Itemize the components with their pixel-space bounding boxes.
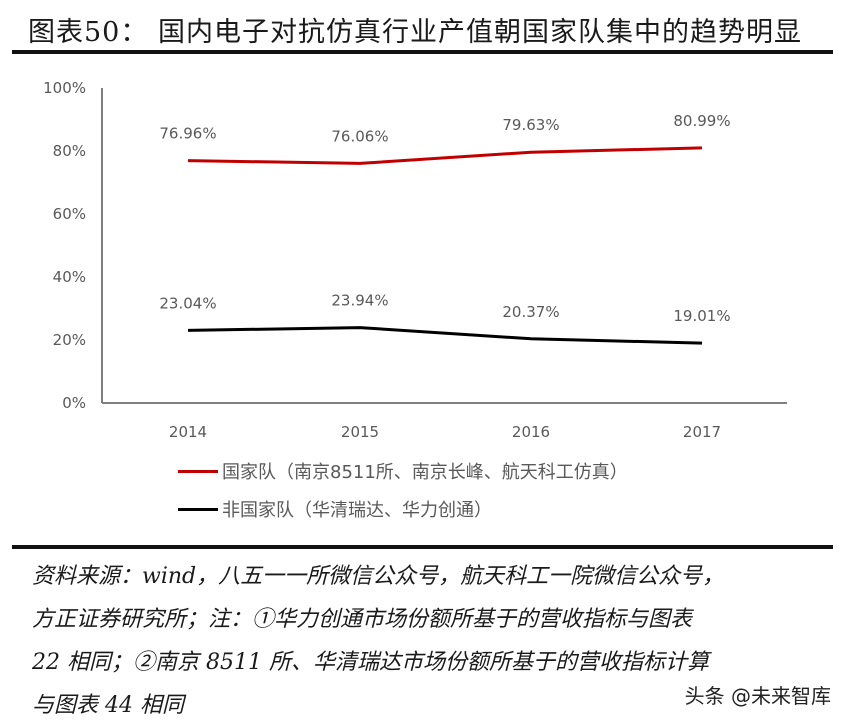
title-divider	[12, 50, 833, 54]
y-tick-label: 60%	[53, 205, 86, 223]
y-tick-label: 40%	[53, 268, 86, 286]
legend-item-national-team: 国家队（南京8511所、南京长峰、航天科工仿真）	[178, 452, 628, 490]
data-label: 80.99%	[673, 112, 730, 130]
data-label: 20.37%	[502, 303, 559, 321]
y-tick-label: 20%	[53, 331, 86, 349]
legend-item-non-national-team: 非国家队（华清瑞达、华力创通）	[178, 490, 628, 528]
watermark: 头条 @未来智库	[684, 684, 831, 708]
data-labels: 76.96% 76.06% 79.63% 80.99% 23.04% 23.94% 20.3…	[159, 112, 730, 325]
y-tick-labels: 0% 20% 40% 60% 80% 100%	[43, 79, 86, 412]
line-chart: 0% 20% 40% 60% 80% 100% 2014 2015 2016 2017 76.9…	[43, 79, 787, 441]
series-lines	[187, 146, 703, 345]
data-label: 23.94%	[331, 292, 388, 310]
x-tick-label: 2017	[683, 423, 721, 441]
figure-title: 图表50： 国内电子对抗仿真行业产值朝国家队集中的趋势明显	[28, 17, 802, 48]
y-tick-label: 100%	[43, 79, 86, 97]
data-label: 79.63%	[502, 116, 559, 134]
source-line: 资料来源：wind，八五一一所微信公众号，航天科工一院微信公众号，	[32, 564, 725, 589]
legend-swatch-red	[178, 469, 218, 473]
legend-label: 非国家队（华清瑞达、华力创通）	[222, 500, 492, 521]
source-line: 方正证券研究所；注：①华力创通市场份额所基于的营收指标与图表	[32, 607, 693, 632]
legend-label: 国家队（南京8511所、南京长峰、航天科工仿真）	[222, 462, 628, 483]
series-line-non-national-team	[187, 326, 703, 345]
data-label: 19.01%	[673, 307, 730, 325]
data-label: 23.04%	[159, 294, 216, 312]
y-tick-label: 0%	[62, 394, 86, 412]
x-tick-labels: 2014 2015 2016 2017	[169, 423, 721, 441]
source-divider	[12, 545, 833, 549]
source-note: 资料来源：wind，八五一一所微信公众号，航天科工一院微信公众号， 方正证券研究…	[32, 555, 822, 727]
x-tick-label: 2014	[169, 423, 207, 441]
series-line-national-team	[187, 146, 703, 165]
legend: 国家队（南京8511所、南京长峰、航天科工仿真） 非国家队（华清瑞达、华力创通）	[178, 452, 628, 528]
source-line: 与图表 44 相同	[32, 693, 184, 718]
x-tick-label: 2015	[341, 423, 379, 441]
legend-swatch-black	[178, 507, 218, 511]
data-label: 76.06%	[331, 127, 388, 145]
data-label: 76.96%	[159, 125, 216, 143]
x-tick-label: 2016	[512, 423, 550, 441]
source-line: 22 相同；②南京 8511 所、华清瑞达市场份额所基于的营收指标计算	[32, 650, 709, 675]
y-tick-label: 80%	[53, 142, 86, 160]
